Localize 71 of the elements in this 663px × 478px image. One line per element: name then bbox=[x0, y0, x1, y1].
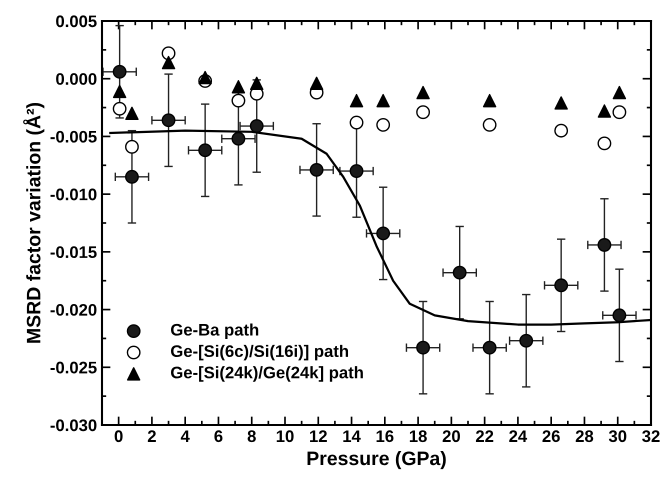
x-tick-label: 14 bbox=[343, 430, 361, 442]
point bbox=[125, 170, 139, 184]
point bbox=[350, 116, 364, 130]
y-axis-title: MSRD factor variation (Å²) bbox=[23, 102, 44, 343]
y-tick-label: -0.010 bbox=[50, 188, 96, 200]
point bbox=[554, 278, 568, 292]
y-tick-label: -0.015 bbox=[50, 246, 97, 258]
point bbox=[416, 105, 430, 120]
x-tick-label: 0 bbox=[114, 430, 123, 442]
x-tick-label: 4 bbox=[180, 430, 190, 442]
point bbox=[112, 84, 126, 98]
x-tick-label: 24 bbox=[509, 430, 528, 442]
point bbox=[598, 104, 612, 118]
y-tick-label: -0.030 bbox=[50, 419, 96, 432]
point bbox=[125, 106, 139, 120]
point bbox=[125, 140, 139, 154]
point bbox=[376, 118, 390, 132]
point bbox=[350, 164, 364, 178]
point bbox=[554, 124, 568, 138]
point bbox=[452, 266, 467, 280]
point bbox=[612, 308, 626, 322]
point bbox=[112, 64, 127, 79]
point bbox=[376, 94, 390, 108]
x-tick-label: 2 bbox=[148, 430, 156, 442]
x-tick-label: 26 bbox=[542, 430, 560, 442]
x-axis-title: Pressure (GPa) bbox=[308, 450, 446, 470]
y-tick-label: 0.005 bbox=[56, 15, 97, 28]
point bbox=[162, 113, 176, 128]
point bbox=[612, 86, 626, 100]
point bbox=[554, 96, 568, 110]
x-tick-label: 30 bbox=[608, 430, 626, 442]
y-tick-label: -0.025 bbox=[50, 362, 97, 374]
point bbox=[162, 56, 176, 70]
point bbox=[162, 46, 176, 60]
point bbox=[232, 80, 246, 94]
point bbox=[482, 340, 497, 355]
point bbox=[250, 76, 264, 90]
x-tick-label: 10 bbox=[276, 430, 294, 442]
y-tick-label: 0.000 bbox=[56, 73, 96, 85]
point bbox=[350, 94, 364, 108]
x-tick-label: 22 bbox=[476, 430, 494, 442]
point bbox=[612, 105, 626, 120]
point bbox=[232, 94, 246, 108]
x-tick-label: 20 bbox=[442, 430, 460, 442]
y-tick-label: -0.005 bbox=[50, 130, 97, 143]
x-tick-label: 8 bbox=[248, 430, 256, 442]
point bbox=[250, 119, 264, 133]
point bbox=[416, 86, 430, 100]
point bbox=[598, 136, 612, 150]
point bbox=[198, 70, 212, 84]
point bbox=[198, 143, 212, 158]
point bbox=[376, 226, 390, 240]
x-tick-label: 12 bbox=[310, 430, 327, 442]
point bbox=[482, 118, 497, 132]
point bbox=[598, 238, 612, 252]
legend-label: Ge-Ba path bbox=[171, 323, 258, 339]
point bbox=[112, 102, 127, 116]
legend-label: Ge-[Si(24k)/Ge(24k] path bbox=[171, 366, 363, 382]
x-tick-label: 28 bbox=[576, 430, 594, 442]
point bbox=[416, 340, 430, 355]
point bbox=[310, 162, 324, 177]
x-tick-label: 18 bbox=[410, 430, 427, 442]
x-tick-label: 6 bbox=[214, 430, 222, 442]
x-tick-label: 32 bbox=[642, 430, 660, 442]
x-tick-label: 16 bbox=[376, 430, 394, 442]
legend-label: Ge-[Si(6c)/Si(16i)] path bbox=[171, 344, 348, 360]
point bbox=[310, 76, 324, 90]
point bbox=[232, 132, 246, 146]
y-tick-label: -0.020 bbox=[50, 304, 96, 316]
point bbox=[519, 334, 534, 348]
point bbox=[482, 94, 496, 108]
